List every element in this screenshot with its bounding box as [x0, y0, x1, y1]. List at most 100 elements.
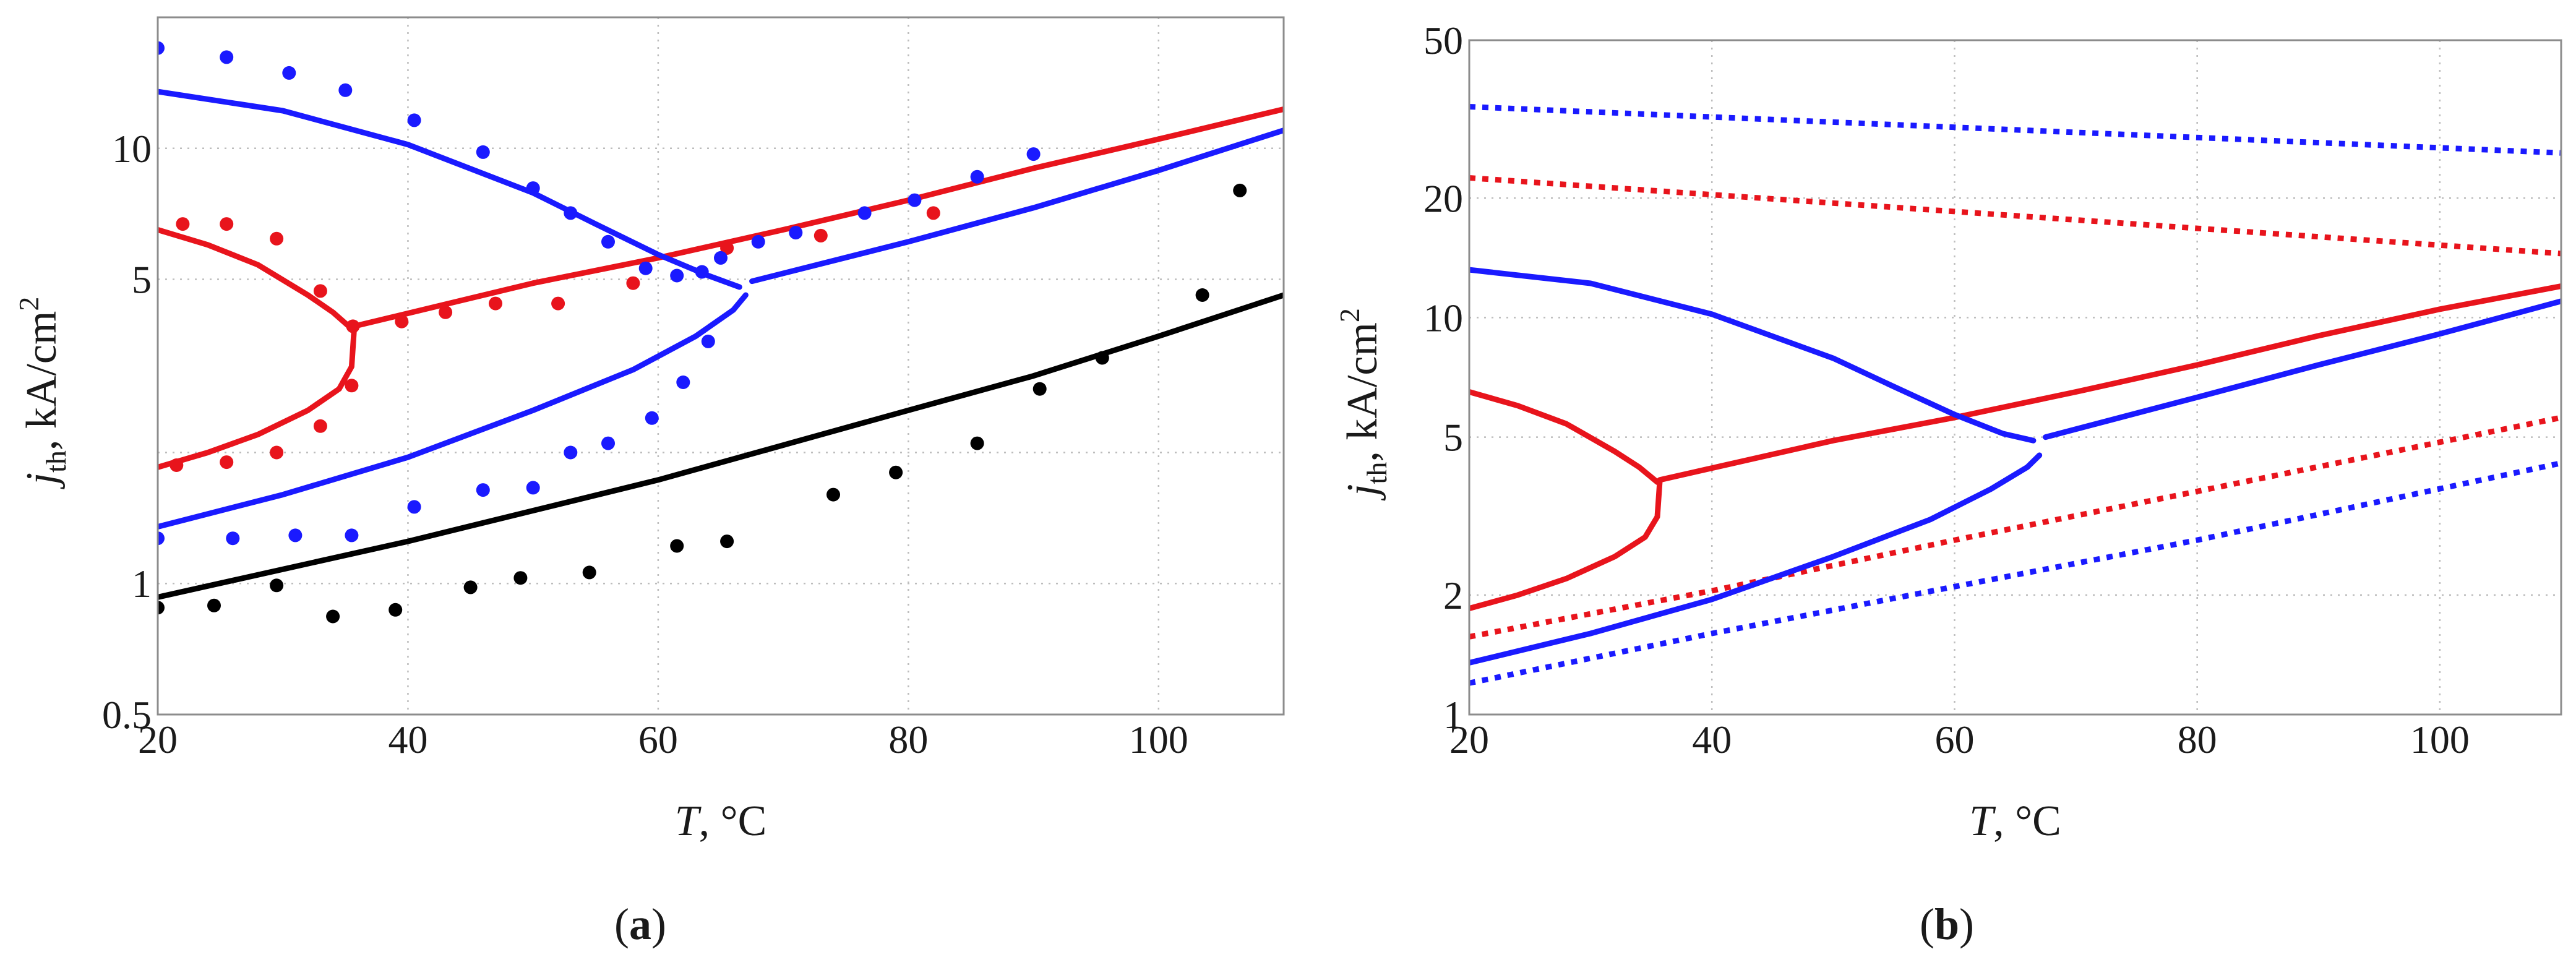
- data-point-blue-measured: [526, 181, 540, 195]
- data-point-red-measured: [489, 296, 502, 311]
- series-line-blue-lower-branch: [1469, 452, 2043, 666]
- x-axis-title: T, °C: [675, 797, 767, 845]
- y-axis-superscript: 2: [1334, 308, 1365, 322]
- data-point-black-measured: [826, 487, 840, 502]
- data-point-red-measured: [551, 296, 565, 311]
- data-point-blue-measured: [676, 376, 690, 389]
- x-axis-unit: , °C: [699, 797, 767, 845]
- data-point-black-measured: [889, 465, 903, 479]
- data-point-blue-measured: [226, 531, 240, 546]
- x-tick-label: 80: [888, 718, 928, 762]
- panel-label-close-paren: ): [651, 899, 666, 949]
- data-point-red-measured: [395, 314, 409, 328]
- panel-label-letter: b: [1934, 899, 1959, 949]
- series-line-red-upper-branch: [158, 226, 354, 332]
- panel-label-open-paren: (: [614, 899, 629, 949]
- data-point-red-measured: [345, 379, 359, 393]
- data-point-black-measured: [970, 436, 984, 450]
- data-layer: [158, 41, 1284, 624]
- series-line-black-threshold: [158, 292, 1284, 600]
- x-axis-variable: T: [675, 797, 702, 845]
- x-tick-label: 60: [638, 718, 678, 762]
- plot-frame: [1468, 39, 2562, 716]
- panel-label-close-paren: ): [1959, 899, 1974, 949]
- data-point-red-measured: [170, 458, 184, 472]
- data-point-red-measured: [626, 276, 640, 290]
- data-point-blue-measured: [288, 528, 303, 543]
- y-axis-variable: j: [1339, 484, 1386, 500]
- plot-area: [1469, 40, 2561, 715]
- data-point-red-measured: [926, 206, 940, 220]
- x-axis-variable: T: [1969, 797, 1996, 845]
- y-axis-title: jth, kA/cm2: [13, 297, 72, 490]
- series-line-red-threshold: [351, 106, 1284, 329]
- y-tick-label: 5: [132, 258, 152, 302]
- y-axis-variable: j: [18, 473, 66, 489]
- x-axis-unit: , °C: [1993, 797, 2061, 845]
- data-layer: [1469, 104, 2561, 686]
- data-point-red-measured: [313, 419, 327, 433]
- data-point-blue-measured: [564, 206, 578, 220]
- series-line-red-lower-branch: [1469, 479, 1663, 612]
- data-point-blue-measured: [601, 436, 615, 450]
- y-tick-label: 2: [1443, 573, 1463, 617]
- series-line-blue-dotted-lower: [1469, 460, 2561, 686]
- y-axis-subscript: th: [1361, 462, 1393, 484]
- x-tick-label: 100: [1129, 718, 1188, 762]
- data-point-blue-measured: [407, 113, 421, 127]
- x-axis-title: T, °C: [1969, 797, 2061, 845]
- data-point-red-measured: [270, 445, 284, 460]
- y-tick-label: 0.5: [102, 693, 152, 737]
- data-point-blue-measured: [476, 145, 490, 159]
- data-point-blue-measured: [701, 334, 715, 348]
- data-point-black-measured: [270, 578, 284, 593]
- panel-label-letter: a: [629, 899, 651, 949]
- data-point-black-measured: [582, 565, 596, 580]
- data-point-black-measured: [1195, 288, 1209, 302]
- y-tick-label: 10: [1423, 296, 1463, 340]
- data-point-blue-measured: [908, 193, 922, 207]
- y-tick-label: 10: [112, 127, 152, 171]
- x-tick-label: 40: [1692, 718, 1732, 762]
- series-line-red-dotted-lower: [1469, 414, 2561, 640]
- series-line-blue-dotted-upper: [1469, 104, 2561, 156]
- data-point-red-measured: [270, 231, 284, 246]
- x-tick-label: 40: [388, 718, 427, 762]
- y-tick-label: 1: [1443, 693, 1463, 737]
- data-point-blue-measured: [338, 83, 353, 97]
- series-line-blue-lower-branch: [158, 292, 749, 530]
- data-point-blue-measured: [1026, 147, 1041, 161]
- data-point-blue-measured: [714, 251, 728, 265]
- y-tick-label: 20: [1423, 176, 1463, 220]
- data-point-black-measured: [720, 534, 734, 549]
- data-point-blue-measured: [638, 261, 653, 275]
- x-tick-label: 20: [138, 718, 178, 762]
- data-point-red-measured: [220, 455, 234, 470]
- data-point-blue-measured: [476, 483, 490, 497]
- data-point-black-measured: [1033, 382, 1047, 396]
- x-tick-label: 100: [2410, 718, 2470, 762]
- y-tick-label: 5: [1443, 416, 1463, 460]
- y-tick-label: 50: [1423, 19, 1463, 62]
- data-point-red-measured: [176, 217, 190, 231]
- x-tick-label: 80: [2178, 718, 2217, 762]
- plot-area: [158, 17, 1284, 715]
- y-tick-label: 1: [132, 562, 152, 606]
- data-point-black-measured: [1095, 351, 1109, 365]
- data-point-red-measured: [439, 305, 453, 319]
- y-axis-unit: , kA/cm: [18, 311, 66, 451]
- series-line-red-dotted-upper: [1469, 175, 2561, 257]
- data-point-blue-measured: [670, 268, 684, 283]
- data-point-blue-measured: [282, 66, 296, 80]
- x-tick-label: 60: [1934, 718, 1974, 762]
- data-point-black-measured: [513, 571, 528, 585]
- data-point-blue-measured: [564, 445, 578, 460]
- data-point-red-measured: [720, 241, 734, 255]
- data-point-red-measured: [220, 217, 234, 231]
- data-point-blue-measured: [601, 234, 615, 249]
- data-point-black-measured: [463, 580, 478, 594]
- data-point-blue-measured: [857, 206, 872, 220]
- y-axis-unit: , kA/cm: [1339, 322, 1386, 462]
- data-point-black-measured: [326, 609, 340, 624]
